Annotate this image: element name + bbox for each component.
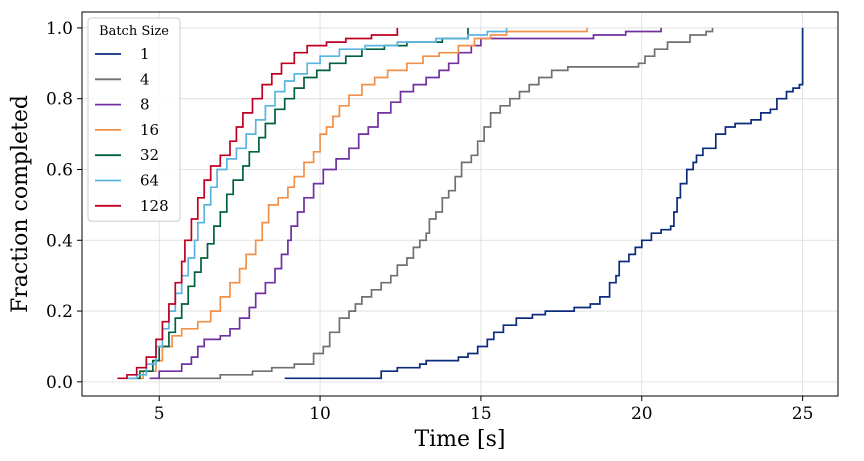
x-tick-label: 20 (631, 404, 653, 424)
legend-items: 1 4 8 16 32 64 128 (95, 45, 169, 215)
legend-item: 128 (95, 197, 169, 215)
y-tick-label: 0.2 (46, 302, 73, 322)
y-tick-label: 1.0 (46, 19, 73, 39)
series-line-batch-128 (117, 27, 399, 380)
x-axis-label: Time [s] (414, 427, 505, 452)
legend-label: 1 (140, 45, 150, 63)
legend-item: 1 (95, 45, 150, 63)
legend-label: 16 (140, 121, 159, 139)
legend-label: 128 (140, 197, 169, 215)
legend-label: 32 (140, 146, 159, 164)
legend-label: 4 (140, 70, 150, 88)
legend-item: 4 (95, 70, 150, 88)
series-line-batch-1 (284, 27, 804, 380)
series-line-batch-64 (127, 27, 508, 380)
series-line-batch-8 (149, 27, 662, 380)
legend-label: 8 (140, 96, 150, 114)
y-tick-label: 0.8 (46, 90, 73, 110)
series-line-batch-4 (159, 27, 714, 380)
x-tick-label: 10 (309, 404, 331, 424)
y-tick-label: 0.4 (46, 231, 73, 251)
legend-item: 8 (95, 96, 150, 114)
legend-label: 64 (140, 172, 159, 190)
legend: Batch Size 1 4 8 16 32 64 128 (87, 17, 181, 222)
legend-item: 32 (95, 146, 159, 164)
x-tick-label: 15 (470, 404, 492, 424)
plot-frame (81, 11, 839, 397)
axis-ticks: 5 10 15 20 25 0.0 0.2 0.4 0.6 0.8 1.0 (46, 19, 813, 424)
legend-item: 16 (95, 121, 159, 139)
grid (82, 12, 838, 396)
y-axis-label: Fraction completed (8, 95, 33, 313)
legend-title: Batch Size (99, 24, 169, 39)
legend-item: 64 (95, 172, 159, 190)
legend-box (87, 17, 181, 222)
y-tick-label: 0.6 (46, 160, 73, 180)
y-tick-label: 0.0 (46, 373, 73, 393)
x-tick-label: 5 (154, 404, 165, 424)
series-lines (117, 27, 804, 380)
series-line-batch-32 (130, 27, 469, 380)
series-line-batch-16 (127, 27, 588, 380)
x-tick-label: 25 (792, 404, 814, 424)
